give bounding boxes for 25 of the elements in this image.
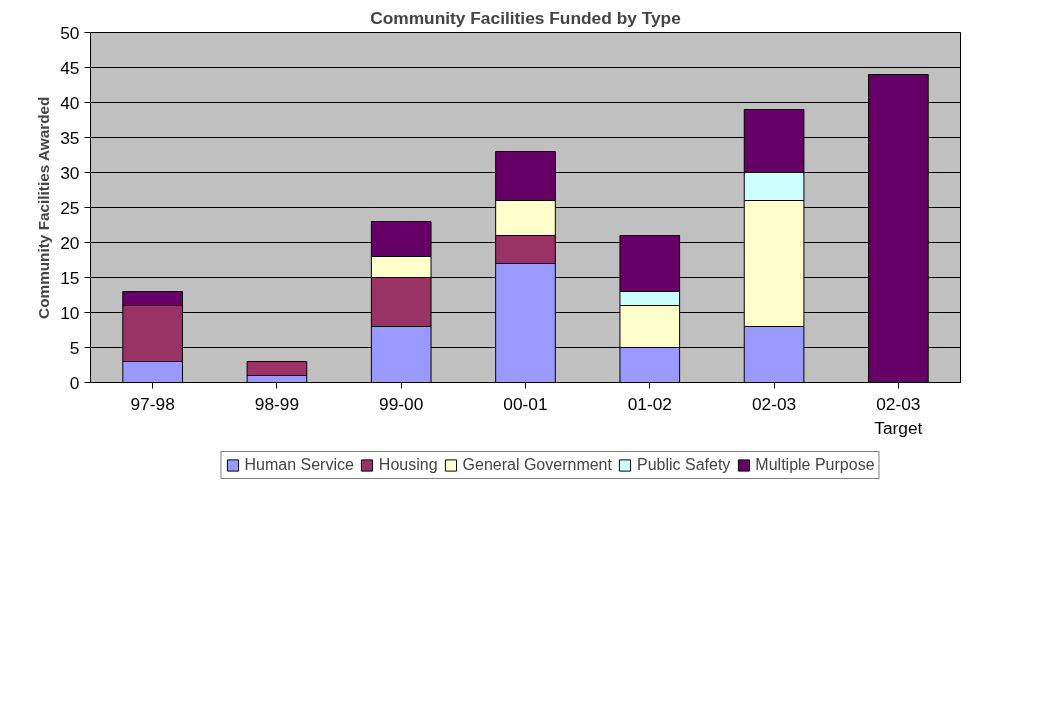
y-tick-label: 15 [60, 267, 80, 288]
y-tick-label: 35 [60, 127, 80, 148]
y-tick-label: 40 [60, 92, 80, 113]
y-tick-label: 5 [69, 337, 80, 358]
y-tick-label: 20 [60, 232, 80, 253]
x-tick-label: 02-03 Target [874, 393, 923, 438]
x-tick-label: 00-01 [503, 393, 548, 414]
x-tick-label: 99-00 [379, 393, 424, 414]
legend-label: Multiple Purpose [755, 456, 875, 474]
chart-title: Community Facilities Funded by Type [370, 7, 682, 28]
y-tick-label: 50 [60, 22, 80, 43]
y-tick-label: 45 [60, 57, 80, 78]
legend-label: Housing [378, 456, 438, 474]
legend-label: General Government [462, 456, 612, 474]
legend-label: Human Service [244, 456, 354, 474]
x-tick-label: 98-99 [254, 393, 300, 414]
y-tick-label: 30 [60, 162, 80, 183]
y-tick-label: 0 [69, 372, 80, 393]
x-tick-label: 02-03 [751, 393, 797, 414]
x-tick-label: 01-02 [627, 393, 672, 414]
y-tick-label: 10 [60, 302, 80, 323]
y-axis-title: Community Facilities Awarded [35, 96, 53, 319]
x-tick-label: 97-98 [130, 393, 175, 414]
legend-label: Public Safety [636, 456, 731, 474]
y-tick-label: 25 [60, 197, 80, 218]
